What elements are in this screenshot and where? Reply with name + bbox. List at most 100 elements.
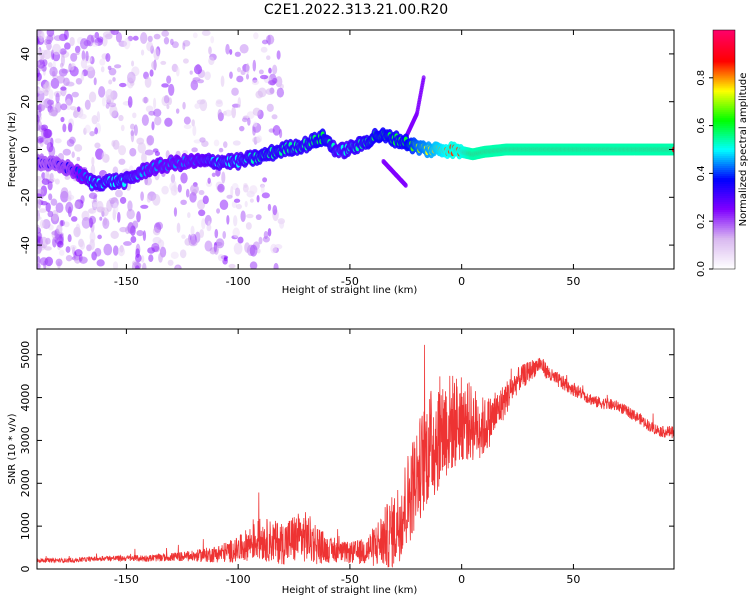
noise-blob (272, 204, 278, 216)
noise-blob (210, 35, 215, 44)
noise-blob (215, 100, 224, 108)
x-tick-label: -100 (226, 275, 251, 288)
top-y-axis-label: Frequency (Hz) (7, 112, 18, 188)
noise-blob (197, 199, 206, 210)
noise-blob (219, 199, 229, 211)
colorbar-step (713, 49, 735, 53)
colorbar-tick-label: 0.6 (696, 118, 707, 134)
noise-blob (89, 130, 95, 137)
noise-blob (105, 88, 114, 101)
noise-blob (140, 32, 148, 44)
noise-blob (54, 178, 60, 185)
noise-blob (112, 77, 116, 82)
noise-blob (189, 70, 193, 75)
colorbar-step (713, 79, 735, 83)
noise-blob (218, 147, 224, 153)
noise-blob (127, 71, 136, 84)
noise-blob (183, 124, 192, 130)
colorbar-step (713, 241, 735, 244)
noise-blob (63, 221, 70, 228)
noise-blob (85, 65, 94, 72)
noise-blob (276, 87, 285, 98)
noise-blob (109, 105, 118, 118)
noise-blob (241, 117, 248, 123)
noise-blob (135, 265, 140, 269)
noise-blob (234, 187, 241, 197)
colorbar-step (713, 229, 735, 232)
colorbar-step (713, 175, 735, 178)
noise-blob (135, 253, 142, 263)
noise-blob (276, 50, 281, 60)
noise-blob (48, 193, 53, 201)
noise-blob (256, 194, 260, 203)
colorbar-step (713, 179, 735, 182)
noise-blob (132, 35, 139, 41)
noise-blob (115, 189, 123, 198)
colorbar-step (713, 203, 735, 206)
noise-blob (232, 140, 241, 146)
noise-blob (85, 50, 89, 62)
noise-blob (101, 96, 106, 107)
noise-blob (141, 114, 149, 126)
noise-blob (117, 246, 125, 257)
noise-blob (67, 122, 73, 133)
noise-blob (108, 67, 117, 76)
noise-blob (226, 194, 233, 199)
colorbar-step (713, 129, 735, 133)
noise-blob (39, 257, 49, 266)
colorbar-step (713, 107, 735, 111)
spectrogram-marks (37, 30, 674, 269)
snr-line (37, 344, 674, 568)
noise-blob (228, 263, 236, 269)
noise-blob (94, 142, 101, 149)
noise-blob (217, 254, 225, 262)
noise-blob (94, 247, 102, 257)
noise-blob (63, 30, 69, 40)
noise-blob (50, 177, 56, 183)
noise-blob (89, 231, 96, 243)
y-tick-label: 5000 (19, 341, 32, 369)
noise-blob (217, 108, 223, 120)
noise-blob (213, 139, 220, 147)
noise-blob (112, 261, 119, 269)
noise-blob (163, 94, 170, 104)
colorbar-step (713, 223, 735, 226)
colorbar-step (713, 183, 735, 186)
noise-blob (155, 221, 163, 230)
x-tick-label: -50 (341, 573, 359, 586)
noise-blob (191, 147, 198, 153)
noise-blob (157, 239, 165, 248)
noise-blob (240, 69, 246, 76)
noise-blob (37, 215, 42, 221)
noise-blob (80, 58, 88, 69)
noise-blob (53, 35, 63, 41)
noise-blob (52, 43, 62, 55)
colorbar-step (713, 43, 735, 47)
noise-blob (114, 64, 122, 69)
bottom-plot-frame (36, 328, 675, 570)
noise-blob (236, 67, 242, 73)
branch-mark (403, 182, 408, 188)
noise-blob (57, 240, 64, 248)
colorbar-step (713, 235, 735, 238)
noise-blob (101, 35, 108, 47)
noise-blob (55, 202, 64, 214)
colorbar-step (713, 219, 735, 222)
colorbar-step (713, 139, 735, 143)
noise-blob (151, 60, 158, 70)
noise-blob (224, 109, 233, 117)
noise-blob (55, 258, 63, 267)
noise-blob (158, 252, 163, 263)
noise-blob (208, 56, 215, 66)
noise-blob (266, 55, 271, 61)
noise-blob (80, 38, 89, 50)
noise-blob (102, 31, 112, 38)
noise-blob (185, 188, 190, 198)
y-tick-label: 40 (19, 47, 32, 61)
noise-blob (84, 124, 91, 133)
colorbar-step (713, 147, 735, 151)
noise-blob (37, 61, 41, 66)
noise-blob (239, 44, 249, 54)
noise-blob (37, 87, 45, 94)
noise-blob (161, 30, 170, 37)
